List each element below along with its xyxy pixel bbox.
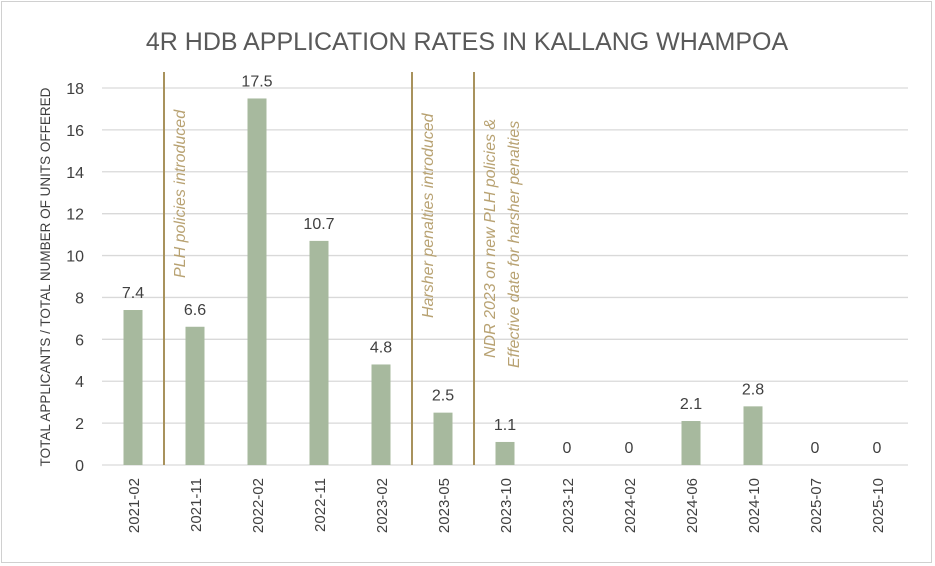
data-label: 2.5 [432,388,454,405]
y-tick-label: 12 [66,207,84,224]
x-tick-label: 2023-05 [436,478,453,533]
bar [743,406,763,465]
annotation-text: PLH policies introduced [172,109,189,278]
y-tick-label: 16 [66,123,84,140]
x-tick-label: 2022-11 [312,478,329,532]
bar [371,364,391,465]
annotation-text: Effective date for harsher penalties [506,121,523,368]
x-tick-label: 2024-10 [746,478,763,533]
annotation-text: Harsher penalties introduced [420,112,437,318]
x-tick-label: 2022-02 [250,478,267,533]
data-label: 10.7 [303,216,334,233]
y-tick-label: 10 [66,249,84,266]
y-tick-label: 18 [66,81,84,98]
bar [495,441,515,465]
data-label: 1.1 [494,417,516,434]
data-label: 0 [873,440,882,457]
x-tick-label: 2024-06 [684,478,701,533]
x-tick-label: 2025-07 [808,478,825,533]
y-tick-label: 2 [75,416,84,433]
annotation-text: NDR 2023 on new PLH policies & [482,119,499,358]
data-label: 7.4 [122,285,144,302]
data-label: 0 [811,440,820,457]
bar [247,98,267,465]
data-label: 17.5 [241,73,272,90]
data-label: 0 [563,440,572,457]
bar [185,326,205,465]
y-tick-label: 6 [75,332,84,349]
bar [123,310,143,465]
data-label: 2.8 [742,381,764,398]
x-tick-label: 2023-02 [374,478,391,533]
y-tick-label: 4 [75,374,84,391]
y-tick-label: 14 [66,165,84,182]
x-tick-label: 2021-11 [188,478,205,532]
x-tick-label: 2024-02 [622,478,639,533]
y-tick-label: 0 [75,458,84,475]
data-label: 6.6 [184,302,206,319]
data-label: 2.1 [680,396,702,413]
x-tick-label: 2023-12 [560,478,577,533]
bar [433,412,453,465]
data-label: 4.8 [370,339,392,356]
data-label: 0 [625,440,634,457]
y-axis-label: TOTAL APPLICANTS / TOTAL NUMBER OF UNITS… [38,87,53,466]
x-tick-label: 2021-02 [126,478,143,533]
y-tick-label: 8 [75,290,84,307]
x-tick-label: 2025-10 [870,478,887,533]
x-tick-label: 2023-10 [498,478,515,533]
bar [681,421,701,465]
chart-title: 4R HDB APPLICATION RATES IN KALLANG WHAM… [146,28,789,56]
bar [309,240,329,465]
